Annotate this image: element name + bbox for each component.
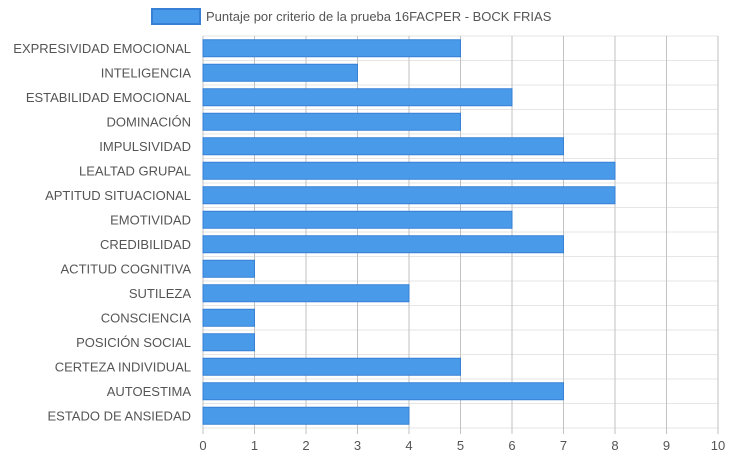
category-label: EXPRESIVIDAD EMOCIONAL <box>13 41 191 56</box>
category-label: LEALTAD GRUPAL <box>79 163 191 178</box>
category-label: POSICIÓN SOCIAL <box>76 335 191 350</box>
category-labels: EXPRESIVIDAD EMOCIONAL INTELIGENCIA ESTABI… <box>13 41 191 424</box>
x-tick-label: 1 <box>251 438 258 453</box>
bar[interactable] <box>202 161 616 180</box>
bar[interactable] <box>202 357 461 376</box>
x-tick-label: 4 <box>405 438 412 453</box>
category-label: DOMINACIÓN <box>107 114 192 129</box>
x-tick-label: 2 <box>302 438 309 453</box>
x-tick-label: 3 <box>354 438 361 453</box>
category-label: CONSCIENCIA <box>101 310 192 325</box>
bar[interactable] <box>202 284 410 303</box>
category-label: APTITUD SITUACIONAL <box>45 188 191 203</box>
bar[interactable] <box>202 63 358 82</box>
bar[interactable] <box>202 88 513 107</box>
category-label: SUTILEZA <box>129 286 191 301</box>
bar[interactable] <box>202 137 564 156</box>
bar[interactable] <box>202 382 564 401</box>
bar[interactable] <box>202 308 255 327</box>
legend-swatch <box>151 8 201 25</box>
category-label: CREDIBILIDAD <box>100 237 191 252</box>
legend-label: Puntaje por criterio de la prueba 16FACP… <box>206 9 552 24</box>
x-axis-ticks: 0 1 2 3 4 5 6 7 8 9 10 <box>199 438 725 453</box>
x-tick-label: 5 <box>457 438 464 453</box>
bar[interactable] <box>202 186 616 205</box>
legend[interactable]: Puntaje por criterio de la prueba 16FACP… <box>151 8 552 25</box>
category-label: IMPULSIVIDAD <box>99 139 191 154</box>
category-label: ACTITUD COGNITIVA <box>61 261 192 276</box>
category-label: CERTEZA INDIVIDUAL <box>55 359 191 374</box>
x-tick-label: 7 <box>560 438 567 453</box>
bar[interactable] <box>202 259 255 278</box>
bar[interactable] <box>202 210 513 229</box>
bars <box>202 39 616 425</box>
category-label: AUTOESTIMA <box>107 384 192 399</box>
category-label: ESTADO DE ANSIEDAD <box>47 408 191 423</box>
x-tick-label: 0 <box>199 438 206 453</box>
x-tick-label: 10 <box>711 438 725 453</box>
x-tick-label: 8 <box>611 438 618 453</box>
x-tick-label: 6 <box>508 438 515 453</box>
category-label: EMOTIVIDAD <box>110 212 191 227</box>
category-label: INTELIGENCIA <box>101 65 192 80</box>
category-label: ESTABILIDAD EMOCIONAL <box>26 90 191 105</box>
bar[interactable] <box>202 39 461 58</box>
x-tick-label: 9 <box>663 438 670 453</box>
bar[interactable] <box>202 235 564 254</box>
bar[interactable] <box>202 406 410 425</box>
bar[interactable] <box>202 112 461 131</box>
bar[interactable] <box>202 333 255 352</box>
